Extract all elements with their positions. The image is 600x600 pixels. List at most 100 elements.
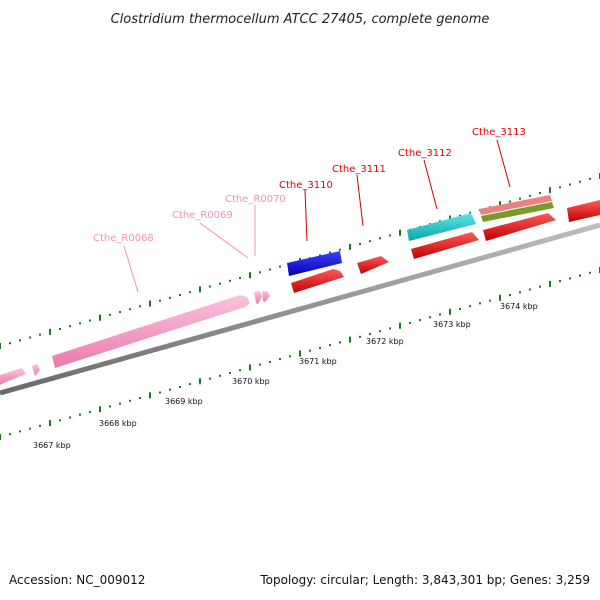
- gene-arrow-cthe-3114[interactable]: [567, 200, 600, 222]
- callout-line: [356, 174, 364, 227]
- gene-arrow-small-pink[interactable]: [32, 364, 40, 376]
- scale-tick: [369, 240, 371, 243]
- scale-tick-major: [549, 187, 551, 194]
- scale-tick-major: [199, 378, 201, 385]
- scale-tick: [109, 313, 111, 316]
- rrna-features: [0, 291, 270, 385]
- scale-tick: [319, 346, 321, 349]
- scale-tick: [359, 243, 361, 245]
- scale-tick: [579, 274, 581, 277]
- scale-tick: [289, 355, 291, 358]
- scale-tick: [19, 430, 21, 433]
- scale-tick-major: [0, 343, 1, 349]
- gene-arrow-cthe-r0068[interactable]: [52, 295, 250, 368]
- gene-arrow-cthe-r0070[interactable]: [262, 291, 270, 302]
- scale-tick: [89, 410, 91, 413]
- scale-tick: [269, 360, 271, 363]
- gene-arrow-cthe-3113[interactable]: [483, 213, 556, 241]
- scale-tick: [359, 335, 361, 338]
- gene-label[interactable]: Cthe_3111: [332, 164, 386, 175]
- scale-label: 3667 kbp: [33, 441, 71, 450]
- gene-arrow-cthe-r0069[interactable]: [254, 291, 262, 304]
- scale-tick: [509, 200, 511, 203]
- scale-label: 3674 kbp: [500, 302, 538, 311]
- gene-label[interactable]: Cthe_R0069: [172, 210, 233, 221]
- scale-tick-major: [399, 322, 401, 329]
- gene-arrow-cthe-3110-blue[interactable]: [287, 251, 342, 276]
- scale-tick: [119, 311, 121, 313]
- callout-line: [123, 245, 139, 293]
- gene-label[interactable]: Cthe_3113: [472, 127, 526, 138]
- scale-tick: [69, 416, 71, 419]
- scale-tick: [389, 234, 391, 237]
- scale-tick: [229, 279, 231, 282]
- scale-tick: [129, 399, 131, 402]
- scale-tick: [69, 325, 71, 328]
- scale-tick: [29, 336, 31, 339]
- scale-tick: [469, 211, 471, 214]
- scale-tick-major: [449, 308, 451, 315]
- gene-label[interactable]: Cthe_3112: [398, 148, 452, 159]
- gene-arrow-cthe-3110[interactable]: [291, 269, 344, 293]
- scale-label: 3670 kbp: [232, 377, 270, 386]
- scale-tick: [259, 363, 261, 366]
- scale-tick: [139, 305, 141, 308]
- scale-tick: [529, 288, 531, 291]
- scale-label: 3672 kbp: [366, 337, 404, 346]
- scale-tick: [279, 265, 281, 268]
- scale-tick-major: [149, 300, 151, 307]
- callout-line: [199, 222, 249, 259]
- scale-tick: [339, 248, 341, 251]
- accession-text: Accession: NC_009012: [9, 573, 146, 587]
- scale-tick-major: [249, 364, 251, 371]
- gene-arrow-cthe-r0067[interactable]: [0, 368, 26, 385]
- scale-tick: [119, 402, 121, 405]
- gene-arrow-cthe-3111[interactable]: [357, 256, 389, 274]
- scale-tick: [509, 294, 511, 297]
- scale-tick: [539, 192, 541, 194]
- scale-tick: [339, 341, 341, 344]
- scale-labels: 3667 kbp 3668 kbp 3669 kbp 3670 kbp 3671…: [33, 302, 538, 450]
- scale-tick: [369, 333, 371, 335]
- scale-tick: [409, 321, 411, 324]
- lower-scale-track: [0, 267, 600, 440]
- scale-tick: [519, 291, 521, 294]
- scale-tick: [389, 327, 391, 330]
- gene-arrow-cthe-3112[interactable]: [411, 232, 479, 259]
- gene-label[interactable]: Cthe_R0068: [93, 233, 154, 244]
- scale-tick: [559, 280, 561, 283]
- scale-tick: [379, 237, 381, 240]
- gene-label[interactable]: Cthe_R0070: [225, 194, 286, 205]
- gene-label[interactable]: Cthe_3110: [279, 180, 333, 191]
- scale-tick: [259, 271, 261, 274]
- scale-tick-major: [99, 314, 101, 321]
- scale-tick: [459, 214, 461, 217]
- gene-arrow-cthe-3113-olive[interactable]: [481, 202, 554, 222]
- scale-label: 3669 kbp: [165, 397, 203, 406]
- scale-tick: [489, 299, 491, 302]
- scale-tick: [29, 427, 31, 430]
- scale-tick: [169, 388, 171, 391]
- scale-tick: [519, 197, 521, 200]
- scale-tick: [179, 294, 181, 296]
- scale-tick: [159, 391, 161, 394]
- scale-tick-major: [299, 350, 301, 357]
- scale-tick: [39, 333, 41, 336]
- scale-tick-major: [99, 406, 101, 413]
- scale-tick: [329, 251, 331, 254]
- scale-tick: [179, 385, 181, 388]
- scale-tick: [79, 322, 81, 325]
- scale-tick: [569, 277, 571, 280]
- scale-tick-major: [49, 420, 51, 427]
- scale-tick: [529, 194, 531, 197]
- scale-tick-major: [249, 272, 251, 279]
- gene-arrow-cthe-3112-cyan[interactable]: [407, 213, 476, 241]
- scale-tick: [59, 419, 61, 422]
- scale-tick: [579, 180, 581, 183]
- scale-tick: [539, 285, 541, 288]
- callout-line: [496, 139, 511, 188]
- scale-tick-major: [499, 201, 501, 208]
- genome-summary-text: Topology: circular; Length: 3,843,301 bp…: [260, 573, 590, 587]
- gene-arrow-cthe-3113-salmon[interactable]: [479, 195, 552, 215]
